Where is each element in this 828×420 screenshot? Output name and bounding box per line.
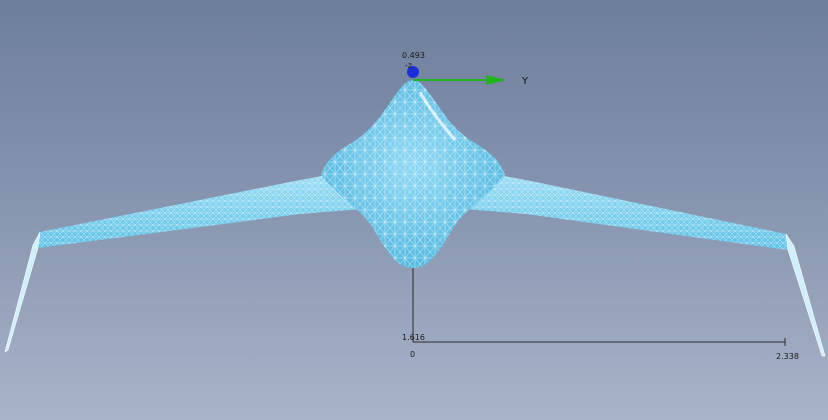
origin-marker-icon xyxy=(407,66,419,78)
triad-origin-value: 0.493 xyxy=(402,51,425,60)
scale-origin-label: 0 xyxy=(410,350,415,359)
triad-z-label: -z xyxy=(405,61,412,70)
y-axis-arrow-icon xyxy=(486,75,506,85)
left-wing xyxy=(4,160,412,353)
scale-end-value: 2.338 xyxy=(776,352,799,361)
scale-bar: 1.616 0 2.338 xyxy=(402,268,799,361)
y-axis-label: Y xyxy=(521,76,529,87)
right-wing xyxy=(414,160,826,357)
scale-vertical-value: 1.616 xyxy=(402,333,425,342)
coordinate-triad[interactable]: Y 0.493 -z xyxy=(402,51,529,87)
fuselage-body xyxy=(321,80,505,268)
